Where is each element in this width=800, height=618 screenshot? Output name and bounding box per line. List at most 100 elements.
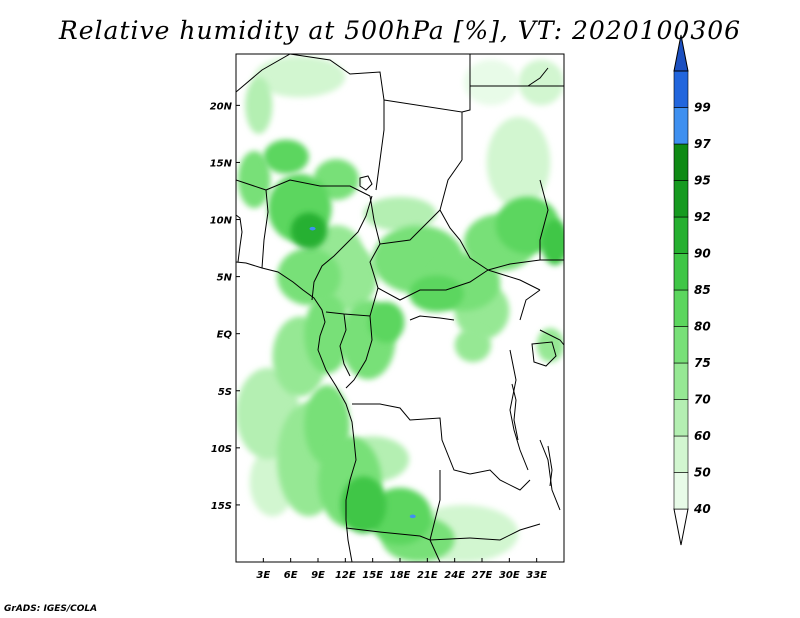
lat-label-2: 10N xyxy=(210,216,233,227)
colorbar-label-7: 90 xyxy=(694,247,711,261)
border-drc-zambia xyxy=(469,469,531,491)
country-borders xyxy=(236,54,564,562)
lake-tanganyika xyxy=(511,383,519,441)
lat-label-1: 15N xyxy=(210,158,233,169)
lon-label-0: 3E xyxy=(256,570,270,581)
border-drc-uganda xyxy=(519,289,541,321)
border-niger-mali xyxy=(236,179,267,191)
colorbar-label-8: 92 xyxy=(694,210,711,224)
border-tanzania xyxy=(539,329,564,346)
humidity-area-0 xyxy=(245,76,273,134)
colorbar-swatch-1 xyxy=(673,435,689,473)
longitude-axis: 3E 6E 9E 12E 15E 18E 21E 24E 27E 30E 33E xyxy=(256,558,547,581)
colorbar-label-3: 70 xyxy=(694,393,711,407)
lat-label-3: 5N xyxy=(217,273,233,284)
lon-label-10: 33E xyxy=(526,570,547,581)
colorbar-label-9: 95 xyxy=(694,174,711,188)
lon-label-3: 12E xyxy=(335,570,356,581)
border-cameroon-gabon xyxy=(325,287,379,317)
colorbar: 40 50 60 70 75 80 85 90 92 95 97 99 xyxy=(673,34,711,546)
humidity-area-30 xyxy=(363,196,437,231)
border-congo-drc xyxy=(345,315,373,389)
humidity-area-11 xyxy=(368,301,405,343)
latitude-axis: 20N 15N 10N 5N EQ 5S 10S 15S xyxy=(210,101,240,512)
humidity-area-17 xyxy=(340,476,387,534)
lake-chad xyxy=(359,175,373,191)
colorbar-swatch-10 xyxy=(673,107,689,145)
border-angola-zambia xyxy=(429,470,441,541)
colorbar-label-0: 40 xyxy=(693,502,711,516)
border-niger-algeria xyxy=(289,54,385,101)
colorbar-label-11: 99 xyxy=(694,101,711,115)
border-car-south xyxy=(377,269,541,301)
colorbar-label-1: 50 xyxy=(694,466,711,480)
colorbar-label-2: 60 xyxy=(694,429,711,443)
colorbar-swatch-0 xyxy=(673,472,689,510)
red-sea-coast xyxy=(527,67,549,87)
border-east-lakes xyxy=(509,349,529,471)
lon-label-1: 6E xyxy=(284,570,298,581)
lon-label-5: 18E xyxy=(390,570,411,581)
colorbar-label-4: 75 xyxy=(694,356,711,370)
humidity-area-35 xyxy=(254,56,346,98)
colorbar-swatch-6 xyxy=(673,253,689,291)
border-mozambique xyxy=(539,439,561,511)
border-angola-namibia xyxy=(345,527,471,541)
border-drc-angola-north xyxy=(352,403,471,475)
lake-malawi xyxy=(547,445,553,487)
colorbar-swatch-9 xyxy=(673,143,689,181)
border-zambia-south xyxy=(469,523,541,541)
river-congo xyxy=(409,315,455,321)
humidity-area-34 xyxy=(536,327,564,363)
border-nigeria-cameroon xyxy=(311,195,373,301)
lon-label-4: 15E xyxy=(362,570,383,581)
lat-label-0: 20N xyxy=(210,101,233,112)
coastline-bight xyxy=(236,214,243,263)
grads-credit: GrADS: IGES/COLA xyxy=(4,604,98,614)
border-namibia-botswana xyxy=(429,539,441,562)
colorbar-swatch-8 xyxy=(673,180,689,218)
colorbar-swatch-3 xyxy=(673,362,689,400)
lat-label-5: 5S xyxy=(218,387,232,398)
border-sudan-south-sudan xyxy=(487,259,564,271)
high-humidity-spot-1 xyxy=(409,514,416,519)
border-gabon-congo xyxy=(339,313,351,377)
colorbar-bottom-arrow xyxy=(673,508,689,546)
colorbar-swatch-2 xyxy=(673,399,689,437)
lon-label-7: 24E xyxy=(444,570,465,581)
border-nigeria-benin xyxy=(261,189,269,269)
lat-label-6: 10S xyxy=(211,444,232,455)
coastline-west xyxy=(236,261,357,562)
humidity-area-29 xyxy=(541,219,564,266)
humidity-area-33 xyxy=(454,327,492,363)
lat-label-7: 15S xyxy=(211,501,232,512)
border-libya-chad xyxy=(375,100,385,191)
humidity-area-32 xyxy=(518,59,564,106)
lon-label-2: 9E xyxy=(311,570,325,581)
high-humidity-spot-0 xyxy=(309,226,316,231)
humidity-area-2 xyxy=(263,139,309,174)
border-libya-egypt xyxy=(469,85,564,110)
lake-victoria xyxy=(531,341,557,367)
colorbar-label-6: 85 xyxy=(694,283,711,297)
map-title: Relative humidity at 500hPa [%], VT: 202… xyxy=(58,16,742,45)
lon-label-8: 27E xyxy=(472,570,493,581)
border-car-north xyxy=(379,209,441,245)
humidity-area-6 xyxy=(277,248,341,306)
colorbar-top-arrow xyxy=(673,34,689,72)
humidity-area-1 xyxy=(237,151,271,209)
humidity-area-31 xyxy=(486,116,551,209)
colorbar-label-5: 80 xyxy=(694,320,711,334)
colorbar-swatch-5 xyxy=(673,289,689,327)
humidity-area-25 xyxy=(409,275,464,312)
border-ethiopia xyxy=(539,179,549,260)
lon-label-6: 21E xyxy=(417,570,438,581)
colorbar-swatch-4 xyxy=(673,326,689,364)
border-chad-sudan xyxy=(439,159,489,271)
border-libya-sudan xyxy=(383,99,463,160)
border-niger-nigeria xyxy=(265,179,371,197)
lon-label-9: 30E xyxy=(499,570,520,581)
colorbar-label-10: 97 xyxy=(694,137,711,151)
humidity-area-4 xyxy=(290,212,328,250)
